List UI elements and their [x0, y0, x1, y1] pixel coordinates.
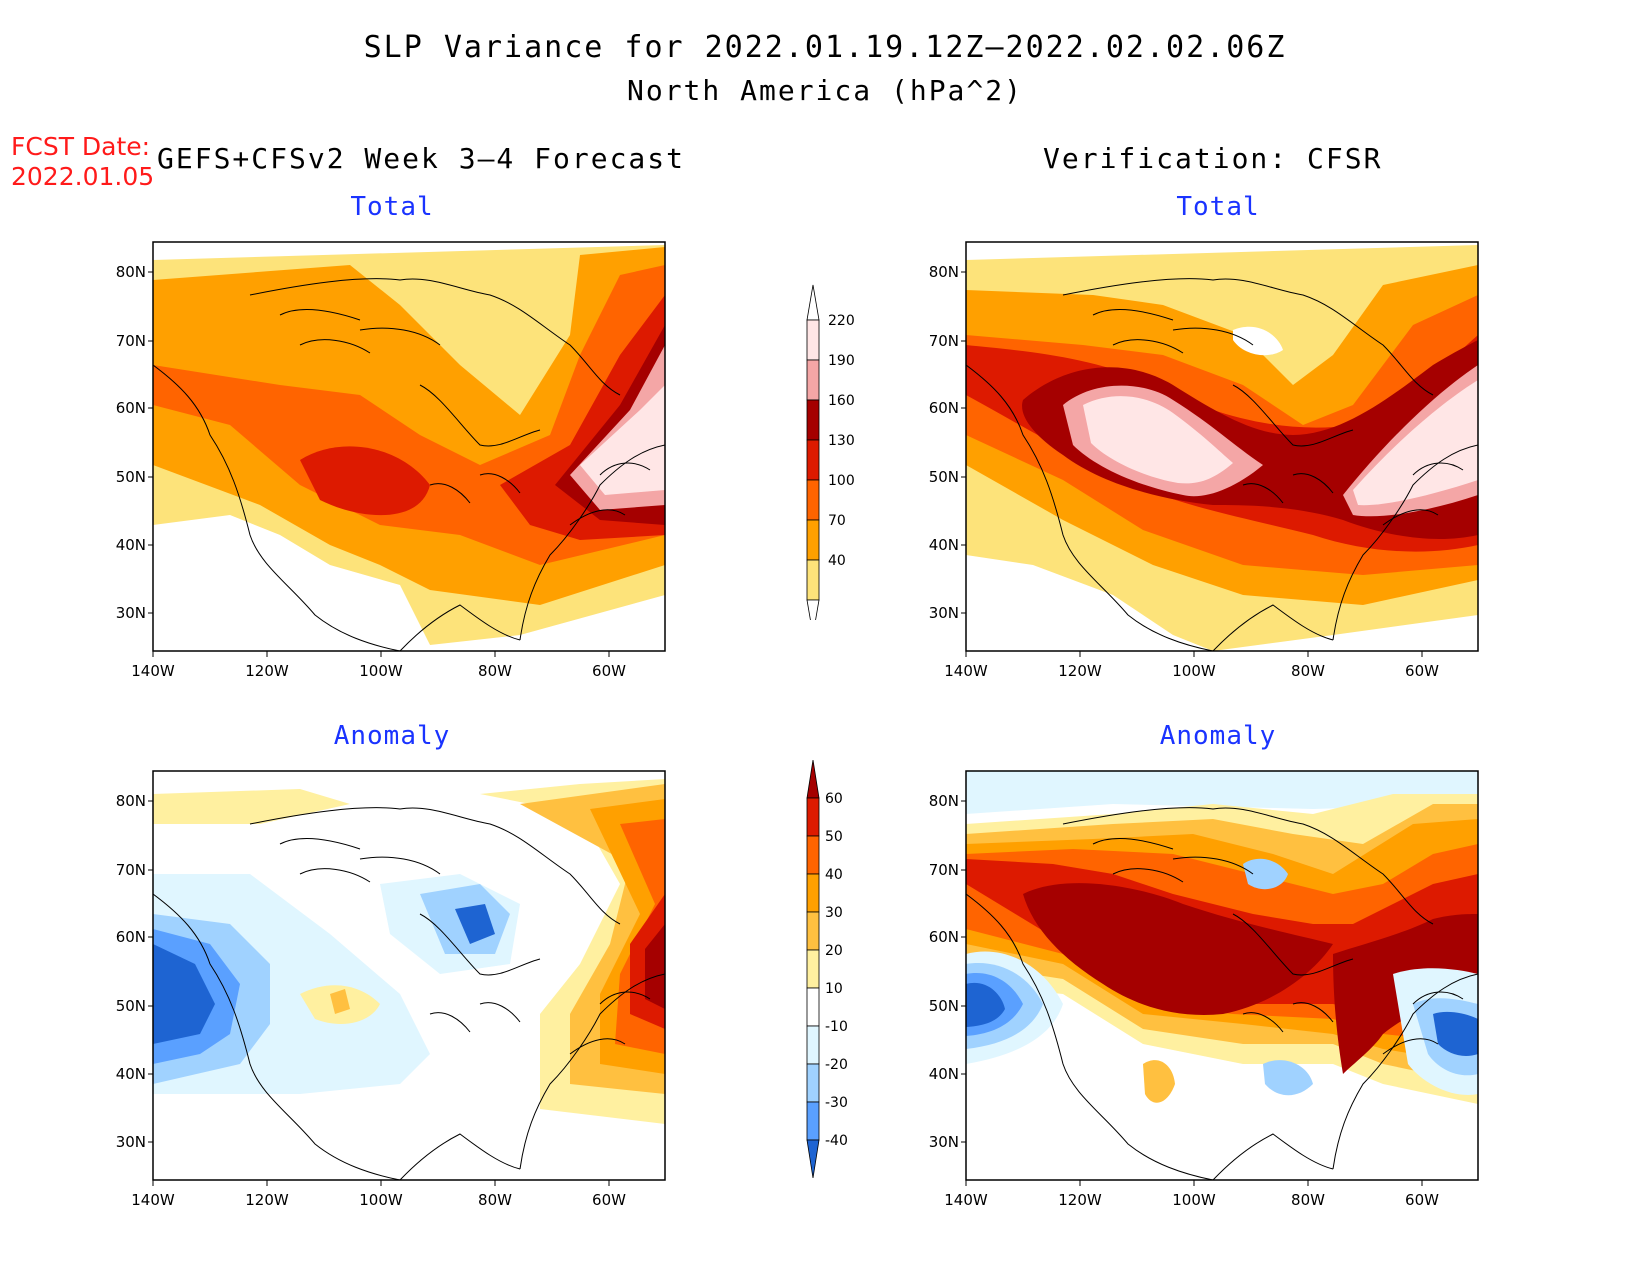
- lat-tick-label: 60N: [116, 399, 146, 417]
- lat-tick-label: 30N: [116, 604, 146, 622]
- page-subtitle: North America (hPa^2): [626, 74, 1023, 107]
- colorbar-tick-label: 190: [828, 353, 855, 369]
- colorbar-segment: [806, 519, 820, 561]
- lat-tick-label: 70N: [929, 332, 959, 350]
- lat-tick-label: 70N: [116, 861, 146, 879]
- colorbar-segment: [806, 359, 820, 401]
- lon-tick-label: 120W: [245, 662, 289, 680]
- right-column-title: Verification: CFSR: [1043, 142, 1383, 175]
- lon-tick-label: 60W: [592, 1191, 626, 1209]
- fcst-date-label: FCST Date:: [11, 132, 151, 161]
- colorbar-tick-label: 60: [825, 791, 843, 807]
- map-verify-anomaly: 80N 70N 60N 50N 40N 30N 140W 120W 100W 80W 60W: [929, 770, 1479, 1209]
- colorbar-tick-label: 40: [825, 867, 843, 883]
- colorbar-tick-label: 70: [828, 513, 846, 529]
- lon-tick-label: 100W: [1172, 1191, 1216, 1209]
- lat-tick-label: 80N: [929, 792, 959, 810]
- lon-tick-label: 100W: [359, 662, 403, 680]
- lon-tick-label: 140W: [131, 662, 175, 680]
- colorbar-segment: [806, 759, 820, 799]
- colorbar-segment: [806, 439, 820, 481]
- colorbar-segment: [806, 911, 820, 951]
- lat-tick-label: 50N: [116, 468, 146, 486]
- lat-tick-label: 40N: [116, 1065, 146, 1083]
- lat-tick-label: 40N: [116, 536, 146, 554]
- lon-tick-label: 120W: [1058, 1191, 1102, 1209]
- lat-tick-label: 50N: [116, 997, 146, 1015]
- colorbar-segment: [806, 479, 820, 521]
- colorbar-cap: [806, 284, 820, 321]
- colorbar-tick-label: 10: [825, 981, 843, 997]
- colorbar-segment: [806, 987, 820, 1027]
- colorbar-tick-label: -20: [825, 1057, 848, 1073]
- colorbar-segment: [806, 559, 820, 601]
- map-verify-total: 80N 70N 60N 50N 40N 30N 140W 120W 100W 80W 60W: [929, 241, 1479, 680]
- colorbar-tick-label: 40: [828, 553, 846, 569]
- fcst-date-value: 2022.01.05: [11, 162, 155, 191]
- lon-tick-label: 140W: [944, 1191, 988, 1209]
- lon-tick-label: 80W: [478, 662, 512, 680]
- colorbar-segment: [806, 1139, 820, 1179]
- colorbar-segment: [806, 319, 820, 361]
- lat-tick-label: 30N: [929, 604, 959, 622]
- map-forecast-total: 80N 70N 60N 50N 40N 30N 140W 120W 100W 80W 60W: [116, 241, 666, 680]
- lat-tick-label: 30N: [116, 1133, 146, 1151]
- colorbar-segment: [806, 1025, 820, 1065]
- panel-title-forecast-anomaly: Anomaly: [333, 721, 451, 751]
- lat-tick-label: 70N: [929, 861, 959, 879]
- lat-tick-label: 70N: [116, 332, 146, 350]
- colorbar-segment: [806, 1101, 820, 1141]
- colorbar-anomaly: 60 50 40 30 20 10 -10 -20 -30 -40: [806, 759, 848, 1179]
- lat-tick-label: 40N: [929, 536, 959, 554]
- lon-tick-label: 80W: [478, 1191, 512, 1209]
- lat-tick-label: 60N: [929, 399, 959, 417]
- panel-title-verify-total: Total: [1176, 192, 1260, 222]
- colorbar-tick-label: -40: [825, 1133, 848, 1149]
- map-forecast-anomaly: 80N 70N 60N 50N 40N 30N 140W 120W 100W 80W 60W: [116, 770, 666, 1209]
- lon-tick-label: 80W: [1291, 662, 1325, 680]
- left-column-title: GEFS+CFSv2 Week 3–4 Forecast: [157, 142, 686, 175]
- lat-tick-label: 30N: [929, 1133, 959, 1151]
- colorbar-tick-label: 30: [825, 905, 843, 921]
- lon-tick-label: 60W: [592, 662, 626, 680]
- lon-tick-label: 100W: [359, 1191, 403, 1209]
- lat-tick-label: 80N: [116, 263, 146, 281]
- lon-tick-label: 120W: [1058, 662, 1102, 680]
- lon-tick-label: 60W: [1405, 662, 1439, 680]
- panel-title-forecast-total: Total: [350, 192, 434, 222]
- colorbar-segment: [806, 873, 820, 913]
- lat-tick-label: 80N: [929, 263, 959, 281]
- colorbar-tick-label: 20: [825, 943, 843, 959]
- colorbar-tick-label: 130: [828, 433, 855, 449]
- colorbar-tick-label: 100: [828, 473, 855, 489]
- colorbar-cap: [806, 599, 820, 620]
- lon-tick-label: 140W: [131, 1191, 175, 1209]
- lat-tick-label: 40N: [929, 1065, 959, 1083]
- lat-tick-label: 60N: [116, 928, 146, 946]
- colorbar-segment: [806, 949, 820, 989]
- lon-tick-label: 100W: [1172, 662, 1216, 680]
- lon-tick-label: 140W: [944, 662, 988, 680]
- colorbar-tick-label: -30: [825, 1095, 848, 1111]
- panel-title-verify-anomaly: Anomaly: [1159, 721, 1277, 751]
- colorbar-total: 220 190 160 130 100 70 40: [806, 284, 855, 620]
- lon-tick-label: 120W: [245, 1191, 289, 1209]
- lat-tick-label: 50N: [929, 468, 959, 486]
- colorbar-segment: [806, 399, 820, 441]
- colorbar-segment: [806, 835, 820, 875]
- lat-tick-label: 50N: [929, 997, 959, 1015]
- colorbar-tick-label: -10: [825, 1019, 848, 1035]
- lat-tick-label: 80N: [116, 792, 146, 810]
- lon-tick-label: 80W: [1291, 1191, 1325, 1209]
- lat-tick-label: 60N: [929, 928, 959, 946]
- colorbar-tick-label: 220: [828, 313, 855, 329]
- colorbar-segment: [806, 1063, 820, 1103]
- page-title: SLP Variance for 2022.01.19.12Z–2022.02.…: [363, 30, 1287, 65]
- lon-tick-label: 60W: [1405, 1191, 1439, 1209]
- colorbar-segment: [806, 797, 820, 837]
- colorbar-tick-label: 50: [825, 829, 843, 845]
- colorbar-tick-label: 160: [828, 393, 855, 409]
